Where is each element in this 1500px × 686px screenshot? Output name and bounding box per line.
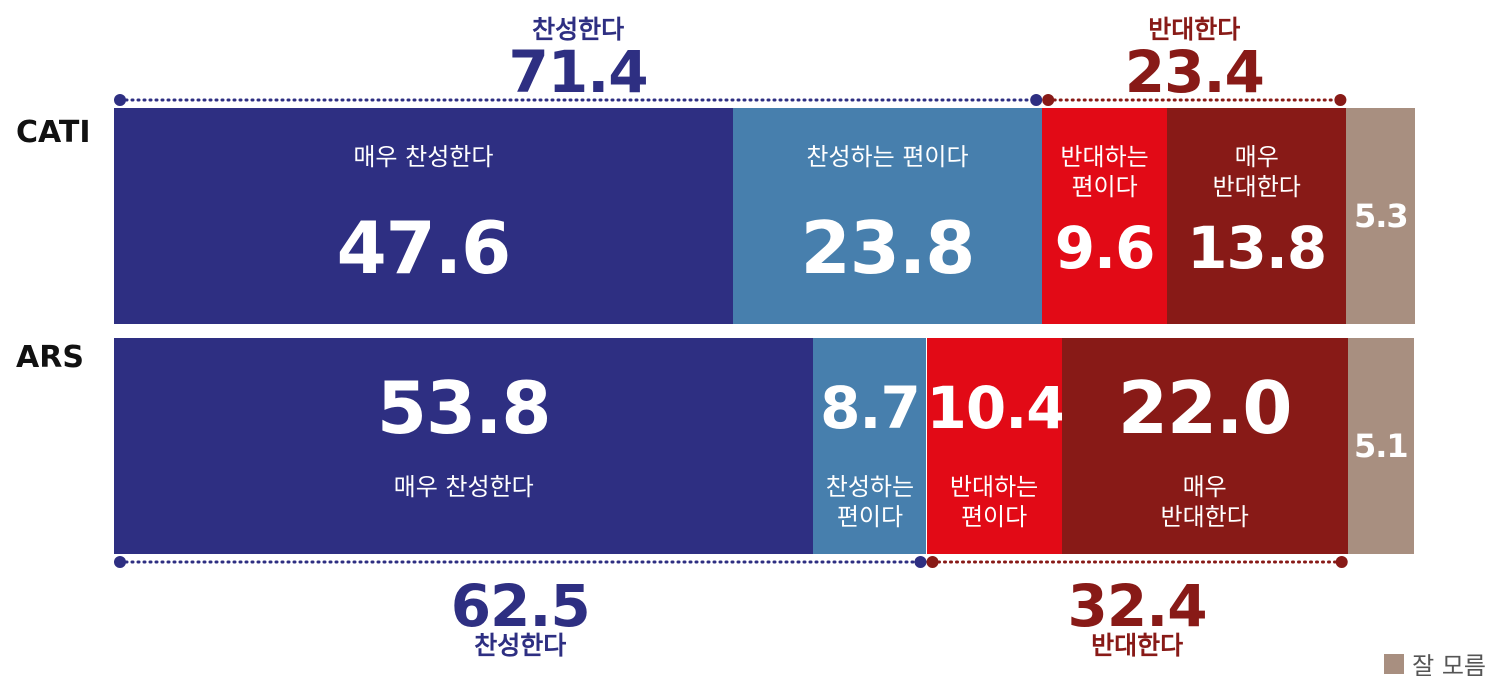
agree-bracket-ars [114,556,927,568]
bar-value: 9.6 [1054,214,1156,282]
bar-segment-label: 매우 반대한다 [1212,143,1301,201]
bar-segment-dont-know: 5.1 [1347,338,1414,554]
agree-total-label-ars: 찬성한다 [474,631,567,660]
bar-value: 5.1 [1353,427,1409,465]
bar-value: 10.4 [926,374,1067,442]
bar-segment-somewhat-disagree: 10.4 반대하는 편이다 [926,338,1067,554]
bar-segment-dont-know: 5.3 [1346,108,1416,324]
disagree-total-value-cati: 23.4 [1124,38,1265,106]
agree-total-label-cati: 찬성한다 [532,15,625,44]
disagree-bracket-ars [926,556,1348,568]
bar-segment-somewhat-agree: 8.7 찬성하는 편이다 [813,338,927,554]
bar-segment-label: 찬성하는 편이다 [806,143,969,171]
bar-value: 47.6 [336,206,512,290]
legend: 잘 모름 [1384,646,1486,681]
legend-label-dont-know: 잘 모름 [1412,652,1486,680]
legend-swatch-dont-know [1384,653,1405,674]
disagree-total-value-ars: 32.4 [1067,572,1208,640]
bar-segment-strongly-agree: 53.8 매우 찬성한다 [114,338,814,554]
disagree-bracket-cati [1042,94,1347,106]
bar-segment-strongly-disagree: 22.0 매우 반대한다 [1061,338,1348,554]
bar-segment-label: 매우 반대한다 [1160,473,1249,531]
bar-value: 5.3 [1353,197,1409,235]
bar-segment-label: 반대하는 편이다 [949,473,1039,531]
bar-segment-label: 반대하는 편이다 [1060,143,1149,201]
bar-segment-somewhat-agree: 23.8 찬성하는 편이다 [732,108,1043,324]
bar-segment-label: 매우 찬성한다 [353,143,494,171]
agree-bracket-cati [114,94,1043,106]
bar-value: 8.7 [820,374,921,442]
row-label-cati: CATI [16,115,91,150]
bar-segment-somewhat-disagree: 9.6 반대하는 편이다 [1042,108,1167,324]
bar-segment-strongly-disagree: 13.8 매우 반대한다 [1167,108,1347,324]
agree-total-value-ars: 62.5 [450,572,591,640]
bar-segment-label: 매우 찬성한다 [393,473,534,501]
disagree-total-label-ars: 반대한다 [1091,631,1184,660]
row-label-ars: ARS [16,340,84,375]
bar-value: 23.8 [800,206,976,290]
bar-value: 53.8 [376,366,552,450]
bar-segment-strongly-agree: 47.6 매우 찬성한다 [114,108,733,324]
disagree-total-label-cati: 반대한다 [1148,15,1241,44]
bar-value: 13.8 [1187,214,1327,282]
agree-total-value-cati: 71.4 [508,38,649,106]
bar-segment-label: 찬성하는 편이다 [825,473,915,531]
bar-value: 22.0 [1117,366,1293,450]
